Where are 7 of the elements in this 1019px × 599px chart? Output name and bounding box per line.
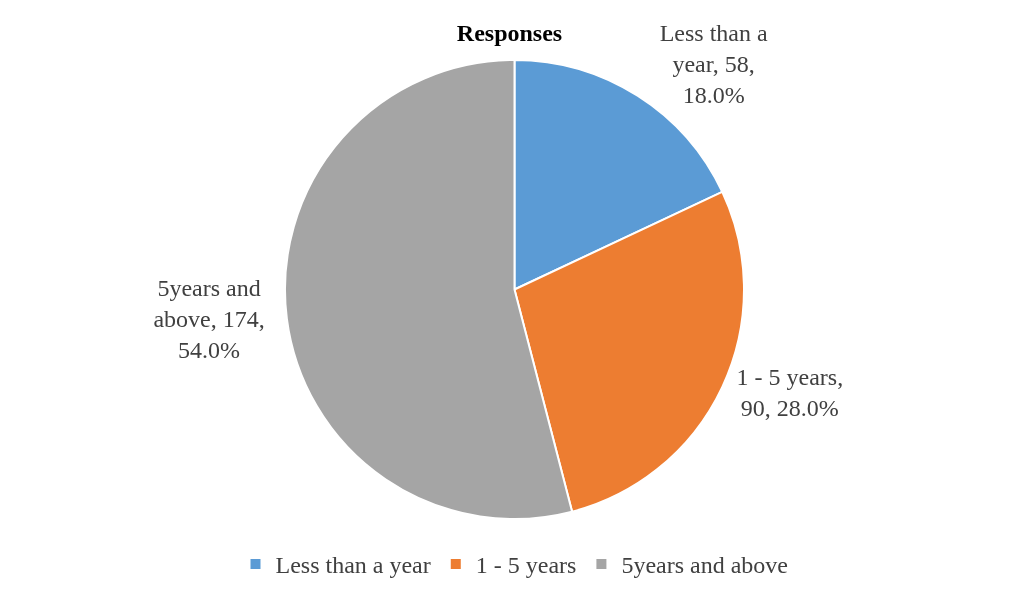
legend-label: 5years and above: [621, 552, 788, 579]
data-label: Less than a year, 58, 18.0%: [659, 20, 768, 109]
data-label: 5years and above, 174, 54.0%: [153, 275, 265, 364]
chart-title: Responses: [456, 19, 563, 46]
data-label: 1 - 5 years, 90, 28.0%: [736, 363, 844, 421]
legend-label: Less than a year: [275, 552, 431, 579]
legend-label: 1 - 5 years: [475, 552, 577, 579]
